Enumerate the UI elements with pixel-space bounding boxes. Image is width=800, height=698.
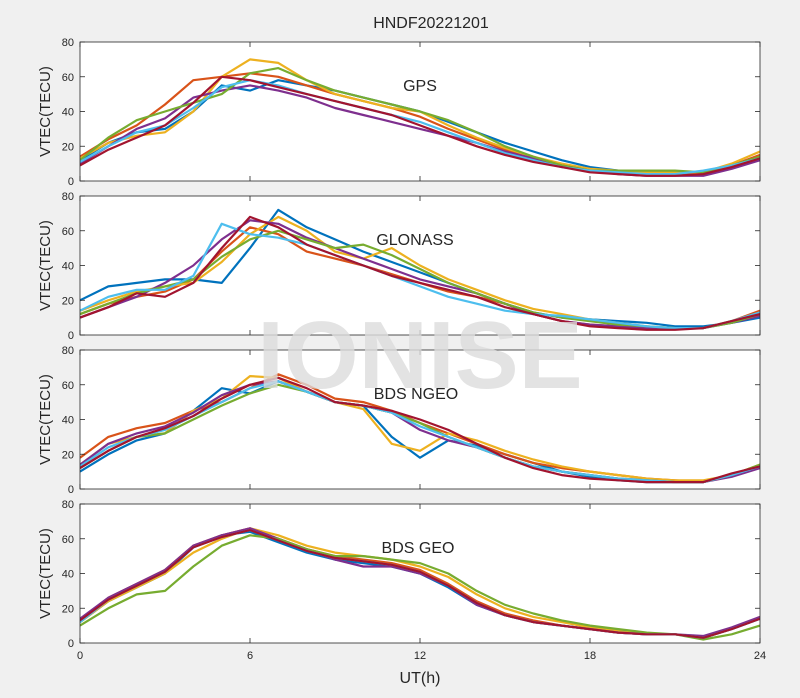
y-tick-label: 80 — [62, 499, 74, 511]
y-tick-label: 60 — [62, 226, 74, 238]
panel-0: 0 20 40 60 80 VTEC(TECU) GPS — [37, 37, 761, 188]
y-tick-label: 80 — [62, 191, 74, 203]
y-tick-label: 0 — [68, 176, 74, 188]
series-line-4 — [80, 534, 760, 641]
x-tick-label: 18 — [584, 650, 596, 662]
panel-2: 0 20 40 60 80 VTEC(TECU) BDS NGEO — [37, 345, 761, 496]
x-tick-label: 24 — [754, 650, 766, 662]
panel-label: GLONASS — [376, 232, 453, 249]
series-line-6 — [80, 529, 760, 639]
y-tick-label: 40 — [62, 415, 74, 427]
y-tick-label: 40 — [62, 107, 74, 119]
y-tick-label: 20 — [62, 449, 74, 461]
y-tick-label: 20 — [62, 603, 74, 615]
y-axis-label: VTEC(TECU) — [37, 528, 54, 619]
panel-3: 0 20 40 60 80 0 6 12 18 24 VTEC(TECU) BDS GEO — [37, 499, 766, 662]
series-line-5 — [80, 79, 760, 176]
y-tick-label: 40 — [62, 569, 74, 581]
series-line-3 — [80, 219, 760, 330]
panel-label: BDS NGEO — [374, 386, 458, 403]
y-tick-label: 0 — [68, 484, 74, 496]
series-line-6 — [80, 215, 760, 331]
series-group — [80, 527, 760, 641]
y-tick-label: 60 — [62, 534, 74, 546]
y-tick-label: 60 — [62, 380, 74, 392]
panel-label: GPS — [403, 78, 437, 95]
y-tick-label: 0 — [68, 330, 74, 342]
series-group — [80, 373, 760, 484]
series-group — [80, 208, 760, 331]
figure-title: HNDF20221201 — [373, 15, 489, 32]
y-tick-label: 60 — [62, 72, 74, 84]
x-tick-label: 0 — [77, 650, 83, 662]
panel-label: BDS GEO — [382, 540, 455, 557]
y-axis-label: VTEC(TECU) — [37, 220, 54, 311]
series-line-6 — [80, 376, 760, 484]
y-tick-label: 80 — [62, 345, 74, 357]
y-tick-label: 40 — [62, 261, 74, 273]
y-tick-label: 0 — [68, 638, 74, 650]
y-tick-label: 20 — [62, 141, 74, 153]
y-axis-label: VTEC(TECU) — [37, 374, 54, 465]
y-tick-label: 80 — [62, 37, 74, 49]
x-tick-label: 12 — [414, 650, 426, 662]
watermark: IONISE — [257, 302, 582, 409]
series-group — [80, 58, 760, 177]
x-tick-label: 6 — [247, 650, 253, 662]
series-line-6 — [80, 75, 760, 177]
y-tick-label: 20 — [62, 295, 74, 307]
y-axis-label: VTEC(TECU) — [37, 66, 54, 157]
panel-1: 0 20 40 60 80 VTEC(TECU) GLONASS — [37, 191, 761, 342]
series-line-2 — [80, 375, 760, 482]
series-line-5 — [80, 222, 760, 330]
x-axis-label: UT(h) — [400, 670, 441, 687]
